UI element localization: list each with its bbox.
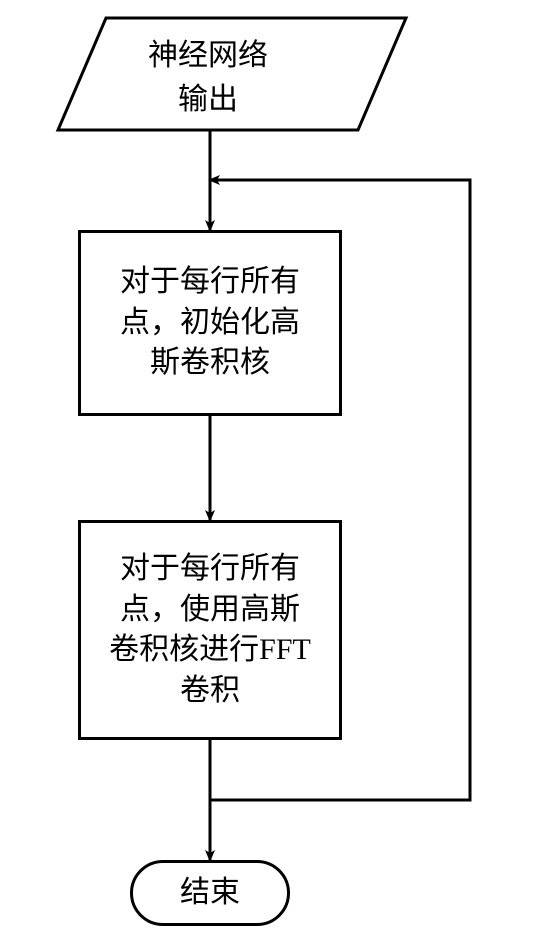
node-end: 结束 [130,860,290,926]
node-end-label: 结束 [180,873,240,914]
node-init-kernel: 对于每行所有 点，初始化高 斯卷积核 [78,230,342,416]
node-init-kernel-label: 对于每行所有 点，初始化高 斯卷积核 [120,262,300,384]
flowchart-canvas: 神经网络 输出 对于每行所有 点，初始化高 斯卷积核 对于每行所有 点，使用高斯… [0,0,559,951]
node-input: 神经网络 输出 [58,18,358,130]
flowchart-edges [0,0,559,951]
node-fft-conv-label: 对于每行所有 点，使用高斯 卷积核进行FFT 卷积 [109,549,311,711]
node-fft-conv: 对于每行所有 点，使用高斯 卷积核进行FFT 卷积 [78,520,342,740]
node-input-label: 神经网络 输出 [148,30,268,118]
